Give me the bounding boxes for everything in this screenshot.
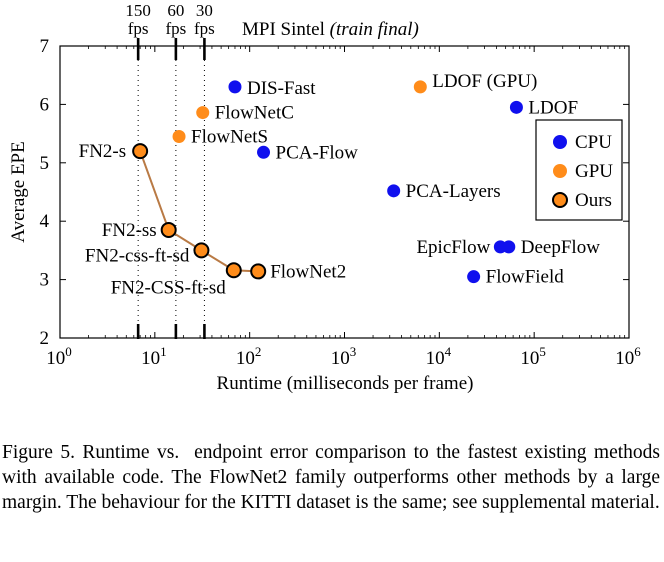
legend-marker [553,164,567,178]
x-tick-label: 102 [236,344,262,369]
fps-unit-label: fps [194,19,215,38]
legend-box [535,119,623,221]
data-point-cpu [502,240,516,254]
x-tick-label: 105 [520,344,546,369]
legend: CPU GPU Ours [535,119,623,221]
x-tick-label-base: 10 [236,348,255,369]
x-tick-label-base: 10 [141,348,160,369]
point-label: PCA-Flow [276,142,359,163]
point-label: FlowField [486,267,565,288]
data-point-ours [193,242,210,259]
data-point-cpu [228,80,242,94]
legend-label: Ours [575,190,612,211]
fps-unit-label: fps [128,19,149,38]
y-tick-label: 3 [40,270,50,291]
x-tick-label-exponent: 3 [350,344,357,359]
legend-marker [553,135,567,149]
x-tick-label-exponent: 2 [255,344,262,359]
point-label: FN2-CSS-ft-sd [111,277,227,298]
point-labels: DIS-Fast PCA-Flow PCA-Layers LDOF EpicFlow De… [79,71,601,298]
x-tick-label-exponent: 5 [539,344,546,359]
data-point-gpu [172,130,186,144]
x-tick-label-base: 10 [520,348,539,369]
y-tick-label: 4 [40,211,50,232]
chart-title-text: MPI Sintel [242,19,325,40]
point-label: FN2-css-ft-sd [85,245,190,266]
data-point-ours [225,262,242,279]
point-label: LDOF [528,97,578,118]
point-label: EpicFlow [416,237,490,258]
data-point-gpu [196,106,210,120]
data-points [132,80,523,284]
x-tick-label-exponent: 0 [65,344,72,359]
x-tick-label-base: 10 [615,348,634,369]
data-point-cpu [387,184,401,198]
legend-label: GPU [575,161,613,182]
legend-label: CPU [575,132,612,153]
data-point-ours [160,221,177,238]
chart-title: MPI Sintel (train final) [242,19,419,40]
x-tick-label-base: 10 [46,348,65,369]
y-tick-label: 2 [40,328,50,349]
data-point-ours [250,263,267,280]
point-label: LDOF (GPU) [432,71,537,92]
x-tick-label: 104 [426,344,452,369]
point-label: PCA-Layers [406,181,501,202]
legend-marker [552,192,568,208]
point-label: FN2-s [79,141,127,162]
y-tick-label: 6 [40,94,50,115]
point-label: FN2-ss [102,220,157,241]
fps-value-label: 60 [167,1,184,20]
data-point-gpu [413,80,427,94]
fps-unit-label: fps [165,19,186,38]
fps-value-label: 30 [196,1,213,20]
y-tick-label: 5 [40,153,50,174]
x-tick-label-exponent: 6 [634,344,641,359]
chart-title-italic: (train final) [330,19,419,40]
figure-caption: Figure 5. Runtime vs. endpoint error com… [2,442,660,513]
fps-value-label: 150 [125,1,151,20]
y-axis-label: Average EPE [8,141,29,242]
point-label: FlowNetS [191,127,268,148]
x-axis-label: Runtime (milliseconds per frame) [217,373,474,394]
data-point-cpu [509,100,523,114]
data-point-cpu [257,145,271,159]
point-label: FlowNetC [215,103,294,124]
x-tick-label-base: 10 [331,348,350,369]
x-tick-label-exponent: 1 [160,344,167,359]
data-point-cpu [467,270,481,284]
x-tick-label-exponent: 4 [445,344,452,359]
x-tick-label: 106 [615,344,641,369]
point-label: FlowNet2 [270,261,346,282]
y-tick-label: 7 [40,36,50,57]
point-label: DIS-Fast [247,78,316,99]
plot-frame [59,45,630,339]
x-tick-label: 100 [46,344,72,369]
x-tick-label: 103 [331,344,357,369]
x-tick-label: 101 [141,344,167,369]
x-tick-label-base: 10 [426,348,445,369]
point-label: DeepFlow [521,237,600,258]
data-point-ours [132,143,149,160]
